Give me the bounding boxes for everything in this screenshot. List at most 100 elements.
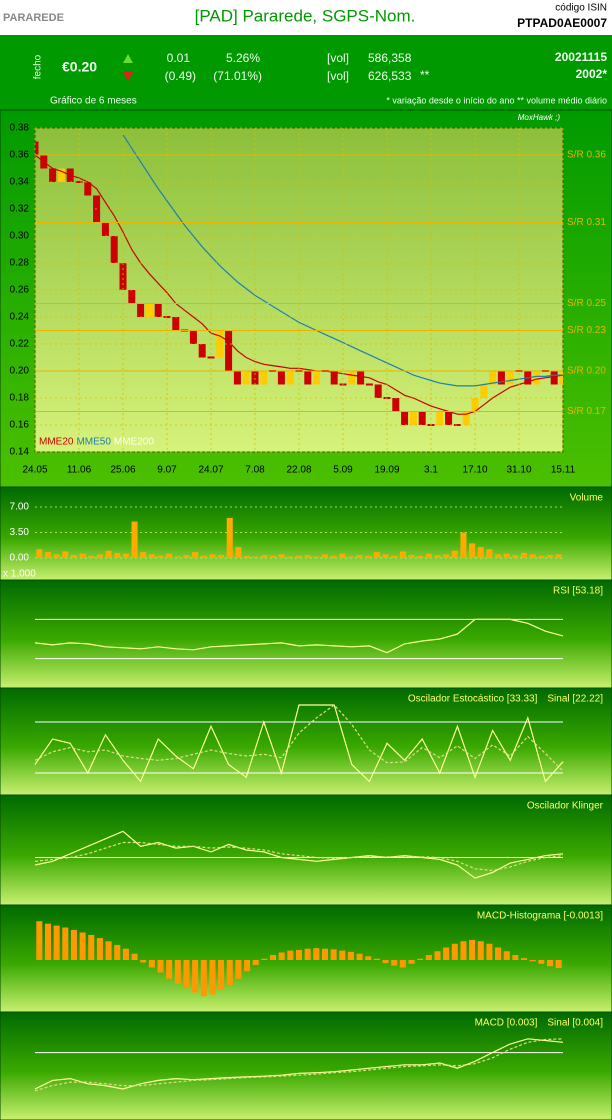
bar	[546, 555, 554, 558]
candle	[119, 263, 127, 290]
bar	[451, 943, 458, 960]
bar	[183, 960, 190, 989]
candle	[172, 317, 180, 331]
bar	[131, 953, 138, 960]
x-tick-label: 24.05	[22, 465, 47, 476]
candle	[392, 398, 400, 412]
candle	[225, 330, 233, 371]
bar	[295, 950, 303, 960]
y-tick-label: 0.22	[10, 339, 30, 350]
bar	[373, 552, 380, 558]
bar	[339, 553, 346, 558]
bar	[70, 930, 77, 960]
volume: 586,358	[368, 51, 412, 65]
x-tick-label: 15.11	[551, 465, 576, 476]
bar	[218, 960, 225, 990]
x-tick-label: 7.08	[245, 465, 265, 476]
bar	[148, 960, 155, 968]
panel-title: MACD-Histograma [-0.0013]	[477, 911, 603, 922]
bar	[321, 554, 328, 558]
bar	[252, 960, 259, 965]
bar	[382, 960, 389, 964]
candle	[137, 303, 145, 317]
bar	[399, 960, 406, 968]
bar	[460, 532, 467, 558]
bar	[174, 556, 181, 558]
candle	[145, 303, 153, 317]
bar	[304, 948, 311, 960]
x-tick-label: 31.10	[506, 465, 531, 476]
bar	[114, 552, 121, 558]
candle	[35, 141, 39, 155]
candle	[233, 371, 241, 385]
bar	[365, 555, 372, 558]
bar	[486, 549, 493, 558]
panel-title: Oscilador Klinger	[527, 801, 604, 812]
bar	[503, 951, 510, 960]
bar	[209, 960, 216, 995]
bar	[122, 553, 129, 558]
sr-label: S/R 0.23	[567, 325, 606, 336]
candle	[497, 371, 505, 385]
bar	[417, 555, 424, 558]
bar	[270, 955, 277, 960]
series-line	[34, 704, 564, 772]
candle	[374, 384, 382, 398]
isin: PTPAD0AE0007	[517, 16, 607, 30]
bar	[460, 941, 467, 960]
bar	[200, 555, 207, 558]
x-tick-label: 24.07	[198, 465, 223, 476]
x-tick-label: 22.08	[286, 465, 311, 476]
bar	[122, 948, 129, 960]
y-tick-label: 0.14	[10, 447, 30, 458]
bar	[235, 960, 242, 979]
bar	[321, 948, 328, 960]
unit-label: x 1.000	[3, 569, 36, 580]
series-line	[34, 1038, 564, 1092]
sr-label: S/R 0.20	[567, 366, 606, 377]
y-tick-label: 0.36	[10, 150, 30, 161]
bar	[88, 555, 95, 558]
legend-entry: MME50	[76, 437, 111, 448]
candle	[401, 411, 409, 425]
bar	[555, 960, 562, 969]
bar	[131, 521, 138, 558]
bar	[62, 927, 69, 960]
bar	[192, 960, 199, 993]
bar	[521, 958, 528, 960]
bar	[105, 941, 112, 960]
candle	[110, 236, 118, 263]
candle	[286, 371, 294, 385]
bar	[226, 960, 233, 985]
bar	[157, 555, 164, 558]
x-tick-label: 3.1	[424, 465, 438, 476]
bar	[96, 554, 103, 558]
bar	[356, 953, 363, 960]
x-tick-label: 17.10	[462, 465, 487, 476]
bar	[295, 555, 303, 558]
bar	[408, 960, 415, 964]
series-line	[34, 1038, 564, 1090]
bar	[313, 556, 320, 558]
price: €0.20	[62, 59, 97, 75]
bar	[304, 555, 311, 558]
x-tick-label: 25.06	[110, 465, 135, 476]
y-tick-label: 0.32	[10, 204, 30, 215]
bar	[252, 556, 259, 558]
bar	[399, 551, 406, 558]
y-tick-label: 7.00	[10, 502, 30, 513]
y-tick-label: 0.26	[10, 285, 30, 296]
candle	[365, 383, 373, 386]
ytd-change-pct: (71.01%)	[213, 69, 262, 83]
bar	[408, 555, 415, 558]
candle	[49, 168, 57, 182]
candle	[189, 330, 197, 344]
series-line	[34, 830, 564, 879]
candle	[198, 344, 206, 358]
candle	[313, 371, 321, 385]
bar	[477, 941, 484, 960]
bar	[469, 543, 476, 558]
bar	[529, 960, 536, 962]
date: 20021115	[555, 50, 607, 64]
bar	[44, 923, 52, 960]
